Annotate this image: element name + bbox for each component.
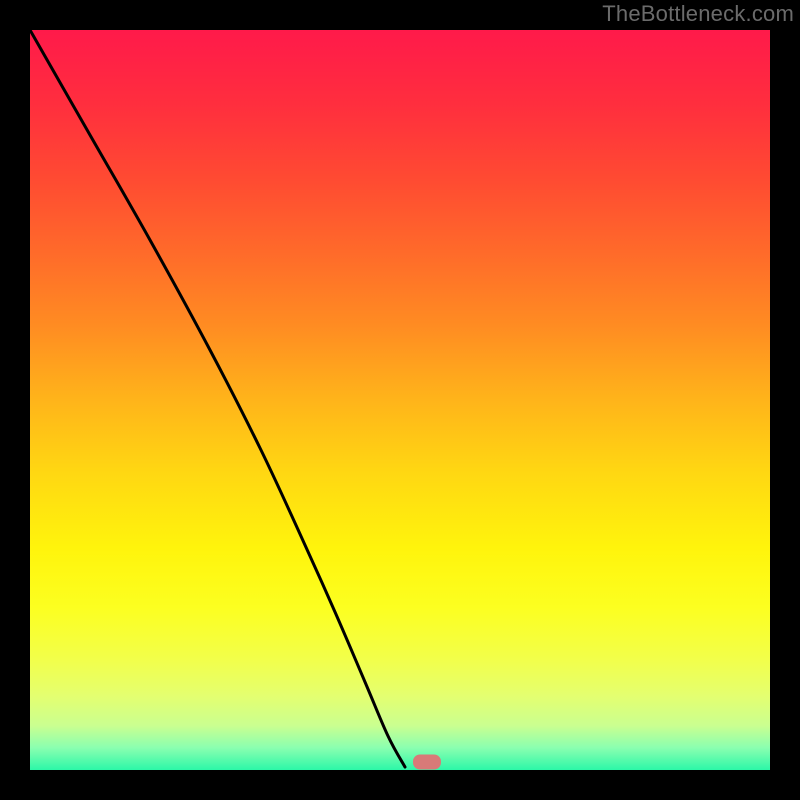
- bottleneck-chart: [0, 0, 800, 800]
- chart-container: TheBottleneck.com: [0, 0, 800, 800]
- plot-background: [30, 30, 770, 770]
- optimal-marker: [413, 755, 441, 770]
- watermark-text: TheBottleneck.com: [602, 1, 794, 27]
